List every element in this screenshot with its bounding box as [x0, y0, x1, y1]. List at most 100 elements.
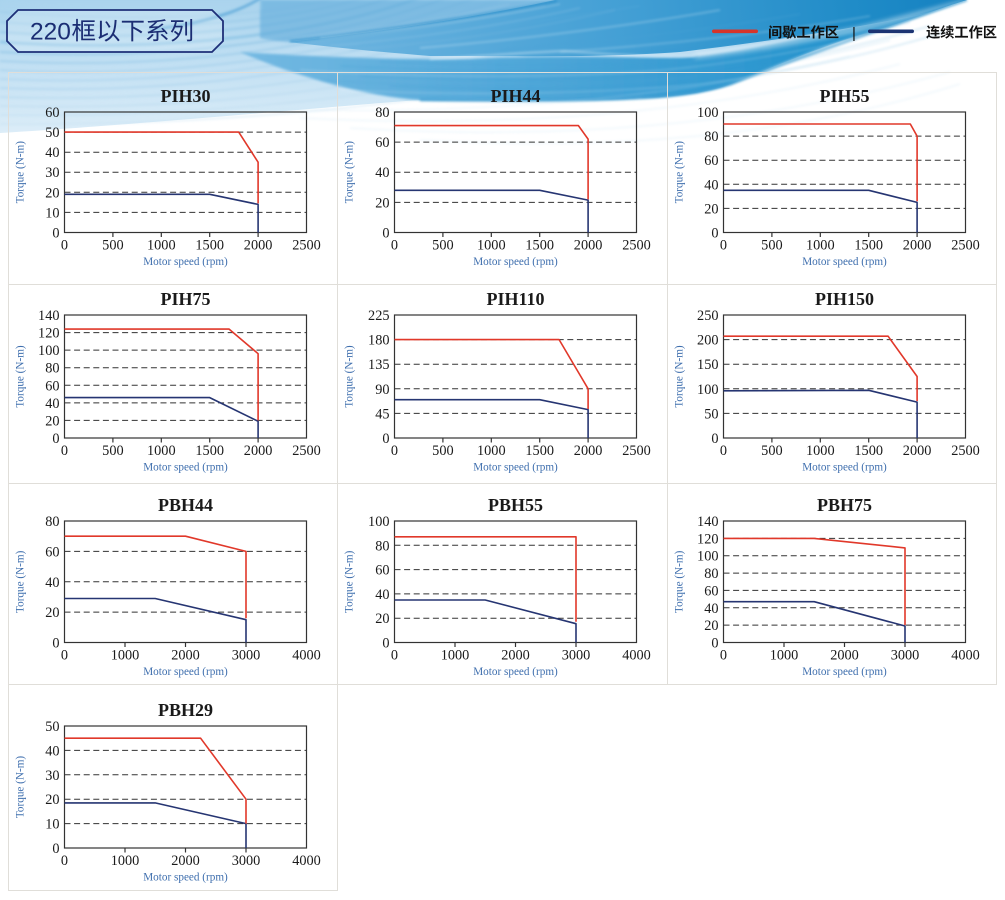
svg-text:4000: 4000 — [292, 853, 321, 869]
svg-text:2000: 2000 — [574, 238, 603, 254]
svg-text:60: 60 — [45, 544, 59, 560]
svg-text:1000: 1000 — [111, 648, 140, 664]
svg-text:Motor speed (rpm): Motor speed (rpm) — [473, 462, 558, 474]
svg-text:0: 0 — [391, 238, 398, 254]
svg-text:Torque (N-m): Torque (N-m) — [344, 141, 356, 204]
svg-text:0: 0 — [52, 841, 59, 857]
svg-text:3000: 3000 — [562, 648, 591, 664]
svg-text:20: 20 — [45, 792, 59, 808]
svg-text:Motor speed (rpm): Motor speed (rpm) — [143, 256, 228, 268]
svg-text:50: 50 — [704, 406, 718, 422]
svg-text:20: 20 — [45, 185, 59, 201]
svg-text:40: 40 — [45, 575, 59, 591]
svg-text:100: 100 — [368, 514, 389, 530]
svg-text:500: 500 — [432, 238, 453, 254]
svg-text:1500: 1500 — [854, 443, 883, 459]
svg-text:3000: 3000 — [232, 648, 261, 664]
svg-text:20: 20 — [375, 195, 389, 211]
svg-text:40: 40 — [45, 743, 59, 759]
svg-text:Torque (N-m): Torque (N-m) — [344, 345, 356, 408]
svg-text:2000: 2000 — [171, 853, 200, 869]
svg-text:0: 0 — [52, 431, 59, 447]
svg-text:80: 80 — [375, 105, 389, 121]
svg-text:3000: 3000 — [891, 648, 920, 664]
svg-text:180: 180 — [368, 333, 389, 349]
svg-text:20: 20 — [375, 611, 389, 627]
svg-text:1000: 1000 — [477, 443, 506, 459]
svg-text:4000: 4000 — [622, 648, 651, 664]
svg-text:1000: 1000 — [111, 853, 140, 869]
svg-text:50: 50 — [45, 125, 59, 141]
svg-text:500: 500 — [761, 443, 782, 459]
svg-text:500: 500 — [761, 238, 782, 254]
svg-text:PIH75: PIH75 — [160, 289, 210, 309]
svg-text:0: 0 — [382, 636, 389, 652]
svg-text:3000: 3000 — [232, 853, 261, 869]
svg-text:2000: 2000 — [171, 648, 200, 664]
svg-text:PIH150: PIH150 — [815, 289, 874, 309]
svg-text:2000: 2000 — [574, 443, 603, 459]
svg-text:100: 100 — [38, 343, 59, 359]
svg-text:500: 500 — [432, 443, 453, 459]
svg-text:60: 60 — [704, 153, 718, 169]
svg-text:2500: 2500 — [951, 443, 980, 459]
svg-text:4000: 4000 — [951, 648, 980, 664]
svg-text:Torque (N-m): Torque (N-m) — [15, 756, 27, 819]
svg-text:100: 100 — [697, 549, 718, 565]
svg-text:2000: 2000 — [244, 238, 273, 254]
svg-text:PIH55: PIH55 — [819, 86, 869, 106]
svg-text:Motor speed (rpm): Motor speed (rpm) — [473, 666, 558, 678]
svg-text:2000: 2000 — [830, 648, 859, 664]
svg-text:0: 0 — [52, 636, 59, 652]
svg-text:Motor speed (rpm): Motor speed (rpm) — [143, 872, 228, 884]
svg-text:PBH55: PBH55 — [488, 495, 543, 515]
svg-text:220: 220 — [30, 19, 71, 46]
svg-text:135: 135 — [368, 357, 389, 373]
svg-text:45: 45 — [375, 406, 389, 422]
svg-text:1500: 1500 — [854, 238, 883, 254]
svg-text:40: 40 — [45, 145, 59, 161]
svg-text:120: 120 — [38, 326, 59, 342]
svg-text:|: | — [852, 25, 856, 42]
svg-text:Motor speed (rpm): Motor speed (rpm) — [802, 462, 887, 474]
svg-text:60: 60 — [375, 563, 389, 579]
svg-text:200: 200 — [697, 333, 718, 349]
svg-text:1000: 1000 — [806, 443, 835, 459]
svg-text:100: 100 — [697, 382, 718, 398]
svg-text:Motor speed (rpm): Motor speed (rpm) — [802, 256, 887, 268]
svg-text:2500: 2500 — [622, 443, 651, 459]
svg-text:PBH44: PBH44 — [158, 495, 213, 515]
svg-text:500: 500 — [102, 238, 123, 254]
svg-text:0: 0 — [720, 443, 727, 459]
svg-text:100: 100 — [697, 105, 718, 121]
svg-text:80: 80 — [704, 129, 718, 145]
svg-text:2000: 2000 — [501, 648, 530, 664]
svg-text:0: 0 — [382, 431, 389, 447]
svg-text:Torque (N-m): Torque (N-m) — [15, 550, 27, 613]
svg-text:40: 40 — [704, 601, 718, 617]
svg-text:40: 40 — [704, 177, 718, 193]
svg-text:2000: 2000 — [244, 443, 273, 459]
svg-text:120: 120 — [697, 531, 718, 547]
svg-text:30: 30 — [45, 165, 59, 181]
svg-text:60: 60 — [704, 583, 718, 599]
svg-text:0: 0 — [720, 648, 727, 664]
svg-text:30: 30 — [45, 768, 59, 784]
svg-text:PBH29: PBH29 — [158, 700, 213, 720]
svg-text:1500: 1500 — [195, 443, 224, 459]
svg-text:0: 0 — [711, 226, 718, 242]
svg-text:140: 140 — [697, 514, 718, 530]
svg-text:Torque (N-m): Torque (N-m) — [674, 345, 686, 408]
svg-text:225: 225 — [368, 308, 389, 324]
svg-text:1500: 1500 — [195, 238, 224, 254]
svg-text:0: 0 — [391, 443, 398, 459]
svg-text:Torque (N-m): Torque (N-m) — [674, 141, 686, 204]
svg-text:60: 60 — [45, 105, 59, 121]
svg-text:1000: 1000 — [806, 238, 835, 254]
svg-text:150: 150 — [697, 357, 718, 373]
svg-text:1000: 1000 — [147, 443, 176, 459]
svg-text:10: 10 — [45, 817, 59, 833]
svg-text:80: 80 — [375, 538, 389, 554]
svg-text:2500: 2500 — [622, 238, 651, 254]
svg-text:40: 40 — [45, 396, 59, 412]
